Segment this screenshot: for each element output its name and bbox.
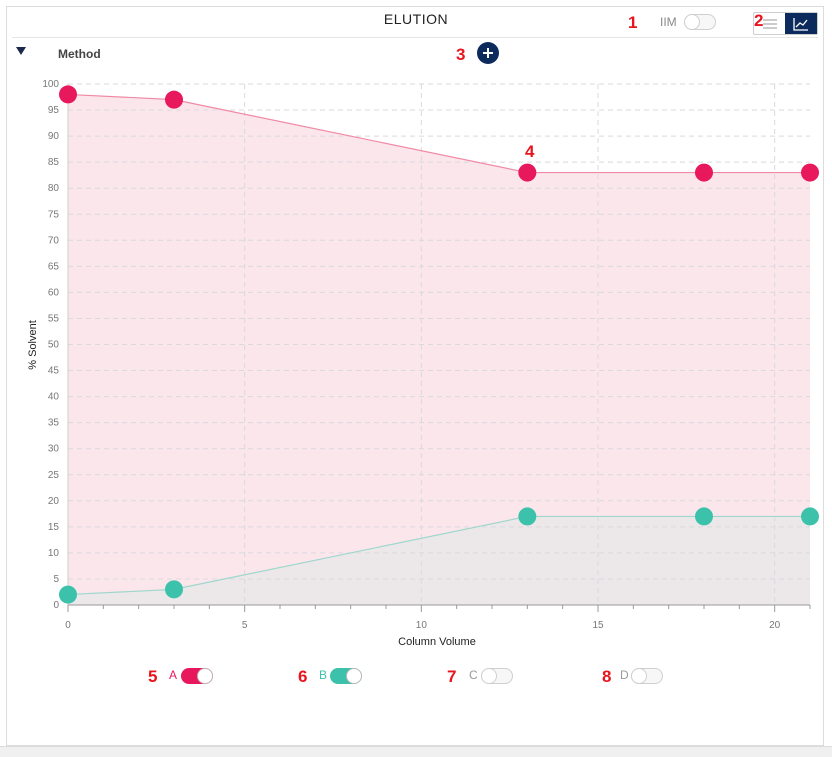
iim-toggle[interactable] xyxy=(684,14,716,30)
y-tick-label: 50 xyxy=(48,340,60,351)
toggle-knob xyxy=(197,668,213,684)
solvent-a-toggle[interactable] xyxy=(181,668,213,684)
y-tick-label: 20 xyxy=(48,496,60,507)
legend-label-a: A xyxy=(169,668,178,682)
bottom-band xyxy=(0,746,832,757)
x-axis-label: Column Volume xyxy=(398,636,476,648)
annotation-marker-6: 6 xyxy=(298,667,308,686)
y-tick-label: 30 xyxy=(48,444,60,455)
y-tick-label: 90 xyxy=(48,131,60,142)
toggle-knob xyxy=(481,668,497,684)
x-tick-label: 10 xyxy=(416,620,428,631)
annotation-marker-5: 5 xyxy=(148,667,158,686)
list-view-button[interactable] xyxy=(754,13,786,34)
line-chart-icon xyxy=(793,17,808,31)
toggle-knob xyxy=(684,14,700,30)
y-tick-label: 10 xyxy=(48,548,60,559)
series-b-point xyxy=(165,580,183,599)
page-title: ELUTION xyxy=(383,11,449,27)
series-a-point xyxy=(518,163,537,182)
y-tick-label: 0 xyxy=(53,600,59,611)
caret-down-icon[interactable] xyxy=(16,47,26,55)
x-tick-label: 0 xyxy=(65,620,71,631)
add-step-button[interactable] xyxy=(477,42,499,64)
toggle-knob xyxy=(346,668,362,684)
y-tick-label: 60 xyxy=(48,287,60,298)
series-b-point xyxy=(801,507,819,526)
series-a-point xyxy=(59,85,77,104)
y-tick-label: 40 xyxy=(48,392,60,403)
series-a-point xyxy=(801,163,819,182)
legend-label-c: C xyxy=(469,668,478,682)
solvent-b-toggle[interactable] xyxy=(330,668,362,684)
plus-icon xyxy=(483,48,493,58)
solvent-c-toggle[interactable] xyxy=(481,668,513,684)
annotation-marker-1: 1 xyxy=(628,13,638,32)
x-tick-label: 15 xyxy=(592,620,604,631)
annotation-marker-8: 8 xyxy=(602,667,612,686)
toggle-knob xyxy=(631,668,647,684)
method-section-label: Method xyxy=(58,47,101,61)
chart-view-button[interactable] xyxy=(785,13,817,34)
series-b-point xyxy=(695,507,713,526)
annotation-marker-3: 3 xyxy=(456,45,466,64)
series-a-area xyxy=(68,94,810,606)
y-tick-label: 85 xyxy=(48,157,60,168)
x-tick-label: 5 xyxy=(242,620,248,631)
annotation-marker-2: 2 xyxy=(754,11,764,30)
solvent-d-toggle[interactable] xyxy=(631,668,663,684)
y-tick-label: 95 xyxy=(48,105,60,116)
y-axis-label: % Solvent xyxy=(27,320,39,370)
y-tick-label: 15 xyxy=(48,522,60,533)
y-tick-label: 65 xyxy=(48,261,60,272)
y-tick-label: 80 xyxy=(48,183,60,194)
y-tick-label: 75 xyxy=(48,209,60,220)
view-mode-switch xyxy=(753,12,818,35)
annotation-marker-4: 4 xyxy=(525,142,535,161)
y-tick-label: 35 xyxy=(48,418,60,429)
series-b-point xyxy=(518,507,537,526)
y-tick-label: 25 xyxy=(48,470,60,481)
y-tick-label: 100 xyxy=(42,79,59,90)
series-b-point xyxy=(59,585,77,604)
y-tick-label: 45 xyxy=(48,366,60,377)
y-tick-label: 5 xyxy=(53,574,59,585)
legend-label-d: D xyxy=(620,668,629,682)
series-a-point xyxy=(695,163,713,182)
x-tick-label: 20 xyxy=(769,620,781,631)
series-a-point xyxy=(165,90,183,109)
annotation-marker-7: 7 xyxy=(447,667,457,686)
y-tick-label: 70 xyxy=(48,235,60,246)
header-divider xyxy=(12,37,818,38)
list-icon xyxy=(763,18,777,29)
iim-label: IIM xyxy=(660,15,677,29)
y-tick-label: 55 xyxy=(48,313,60,324)
legend-label-b: B xyxy=(319,668,328,682)
series-b-area xyxy=(68,516,810,605)
